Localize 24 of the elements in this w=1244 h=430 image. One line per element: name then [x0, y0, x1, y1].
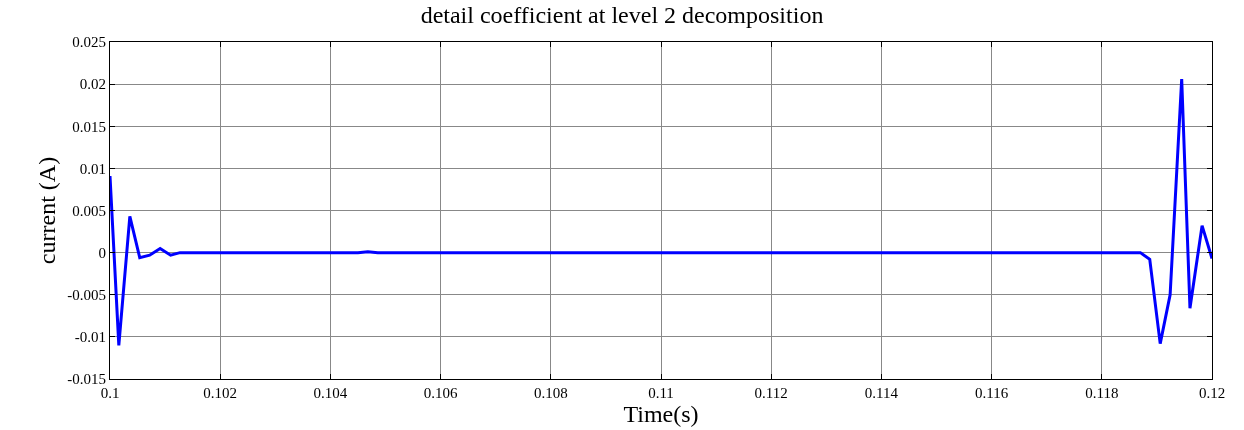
x-tick-label: 0.12 — [1198, 385, 1226, 401]
y-tick-label: 0.02 — [79, 76, 106, 93]
y-axis-title: current (A) — [34, 156, 61, 265]
y-tick-label: 0 — [98, 244, 106, 261]
y-tick-label: 0.005 — [72, 202, 106, 219]
x-tick-label: 0.118 — [1085, 385, 1119, 401]
chart-title: detail coefficient at level 2 decomposition — [420, 2, 824, 29]
y-tick-label: -0.005 — [67, 287, 106, 303]
x-tick-label: 0.106 — [423, 385, 458, 401]
x-tick-label: 0.1 — [100, 385, 120, 401]
x-axis-title: Time(s) — [623, 401, 699, 427]
x-tick-label: 0.11 — [648, 385, 674, 401]
line-series — [110, 77, 1212, 347]
x-tick-label: 0.112 — [754, 385, 788, 401]
x-tick-label: 0.102 — [203, 385, 238, 401]
y-tick-label: -0.01 — [74, 329, 106, 346]
y-tick-label: 0.025 — [72, 34, 106, 51]
x-tick-label: 0.108 — [533, 385, 568, 401]
y-tick-label: 0.015 — [72, 118, 106, 135]
x-tick-label: 0.116 — [975, 385, 1009, 401]
x-tick-label: 0.114 — [864, 385, 899, 401]
x-tick-label: 0.104 — [313, 385, 348, 401]
y-tick-label: 0.01 — [79, 160, 106, 177]
y-tick-label: -0.015 — [67, 371, 106, 388]
